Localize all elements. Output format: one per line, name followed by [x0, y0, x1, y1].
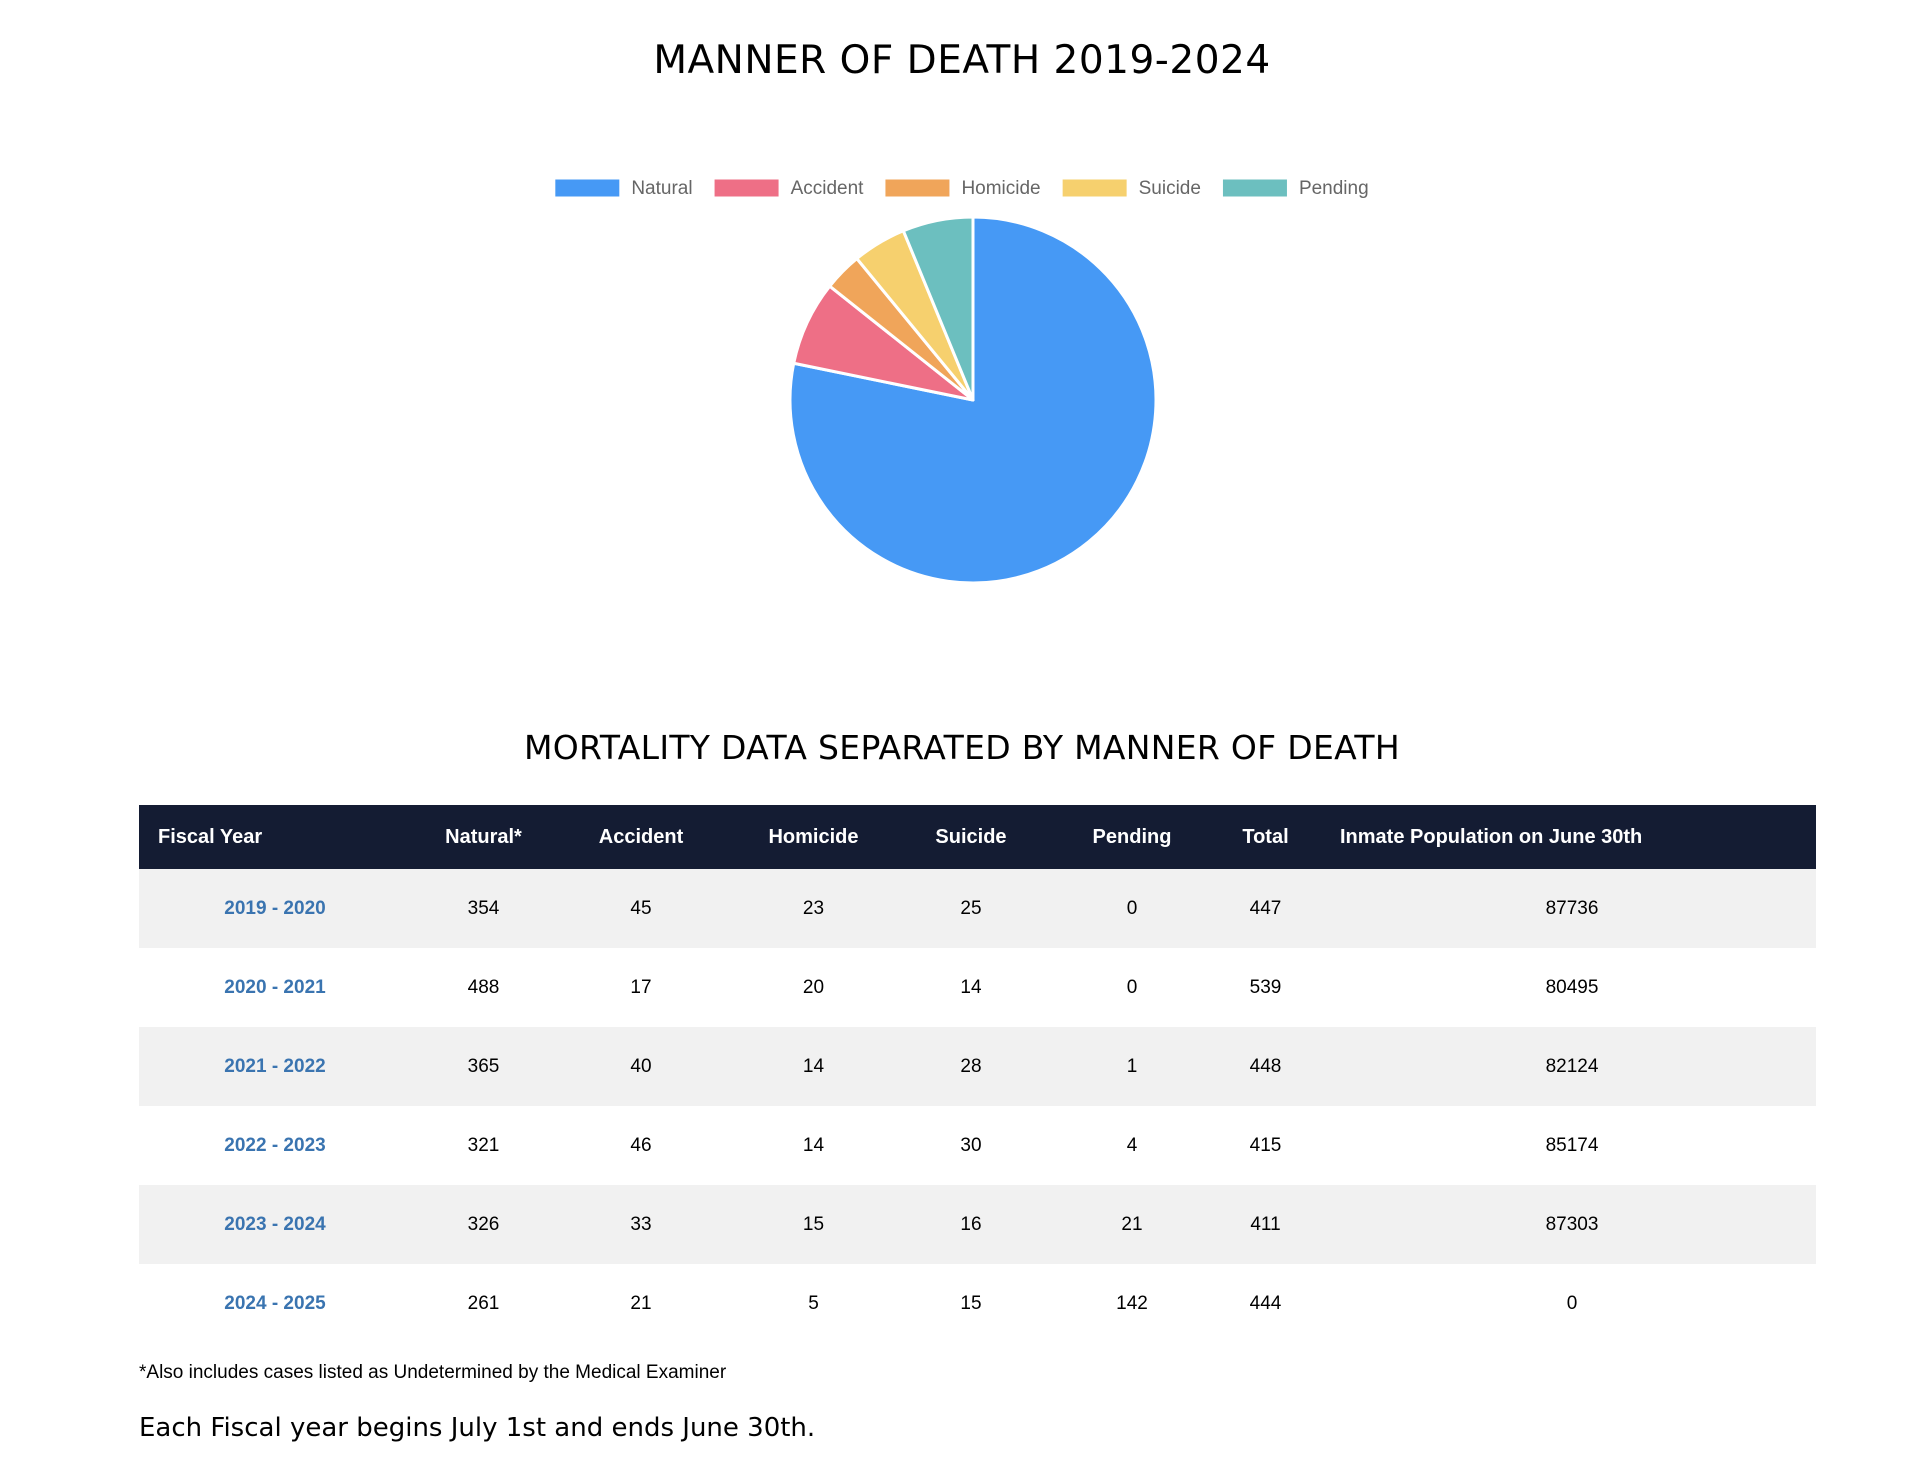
table-cell: 14: [802, 1134, 825, 1156]
pie-slice-pending[interactable]: [901, 215, 975, 402]
table-cell: 448: [1249, 1055, 1282, 1077]
fiscal-year-note: Each Fiscal year begins July 1st and end…: [139, 1413, 816, 1443]
legend-swatch-suicide: [1062, 179, 1127, 197]
pie-chart: Natural Accident Homicide Suicide Pending: [555, 178, 1369, 585]
table-cell: 539: [1249, 976, 1282, 998]
header-suicide: Suicide: [935, 825, 1007, 848]
chart-title: MANNER OF DEATH 2019-2024: [653, 38, 1271, 83]
table-cell: 40: [630, 1055, 652, 1077]
table-cell: 23: [802, 897, 825, 919]
legend-item-natural[interactable]: Natural: [555, 178, 693, 199]
table-cell: 0: [1126, 897, 1138, 919]
table-cell: 28: [960, 1055, 982, 1077]
table-cell: 14: [802, 1055, 825, 1077]
table-cell: 365: [467, 1055, 500, 1077]
table-header-row: Fiscal Year Natural* Accident Homicide S…: [139, 805, 1816, 869]
header-pending: Pending: [1092, 825, 1172, 848]
table-cell: 447: [1249, 897, 1282, 919]
table-row: 2023 - 2024 326 33 15 16 21 411 87303: [139, 1185, 1816, 1264]
legend-item-suicide[interactable]: Suicide: [1062, 178, 1201, 199]
table-cell: 45: [630, 897, 652, 919]
table-cell: 80495: [1545, 976, 1599, 998]
table-cell: 87303: [1545, 1213, 1599, 1235]
table-cell: 4: [1126, 1134, 1138, 1156]
table-cell: 33: [630, 1213, 652, 1235]
table-cell: 15: [802, 1213, 825, 1235]
mortality-table: Fiscal Year Natural* Accident Homicide S…: [139, 805, 1816, 1343]
table-cell: 17: [630, 976, 652, 998]
table-cell: 415: [1249, 1134, 1282, 1156]
table-cell: 0: [1566, 1292, 1578, 1314]
table-cell: 20: [802, 976, 825, 998]
table-row: 2019 - 2020 354 45 23 25 0 447 87736: [139, 869, 1816, 948]
table-cell: 5: [808, 1292, 819, 1314]
legend-item-homicide[interactable]: Homicide: [885, 178, 1041, 199]
table-row: 2022 - 2023 321 46 14 30 4 415 85174: [139, 1106, 1816, 1185]
header-accident: Accident: [598, 825, 684, 848]
table-cell: 1: [1126, 1055, 1138, 1077]
table-row: 2024 - 2025 261 21 5 15 142 444 0: [139, 1264, 1816, 1343]
legend-label-homicide: Homicide: [961, 178, 1040, 199]
table-cell: 142: [1116, 1292, 1148, 1314]
header-homicide: Homicide: [768, 825, 859, 848]
fiscal-year-cell: 2023 - 2024: [224, 1213, 326, 1235]
legend-label-suicide: Suicide: [1139, 178, 1201, 199]
table-cell: 354: [467, 897, 500, 919]
legend-swatch-pending: [1222, 179, 1287, 197]
table-cell: 21: [1121, 1213, 1143, 1235]
legend-label-accident: Accident: [791, 178, 865, 199]
fiscal-year-cell: 2021 - 2022: [224, 1055, 326, 1077]
header-inmate-population: Inmate Population on June 30th: [1340, 825, 1643, 848]
table-cell: 0: [1126, 976, 1138, 998]
table-cell: 411: [1250, 1213, 1281, 1235]
fiscal-year-cell: 2022 - 2023: [224, 1134, 326, 1156]
table-cell: 321: [467, 1134, 500, 1156]
table-cell: 85174: [1545, 1134, 1599, 1156]
legend-label-natural: Natural: [631, 178, 692, 199]
legend-item-pending[interactable]: Pending: [1222, 178, 1369, 199]
table-cell: 15: [960, 1292, 982, 1314]
table-cell: 30: [960, 1134, 982, 1156]
legend-swatch-homicide: [885, 179, 950, 197]
legend-label-pending: Pending: [1299, 178, 1369, 199]
header-total: Total: [1242, 825, 1289, 848]
table-cell: 16: [960, 1213, 982, 1235]
footnote: *Also includes cases listed as Undetermi…: [139, 1362, 727, 1383]
fiscal-year-cell: 2020 - 2021: [224, 976, 326, 998]
header-fiscal-year: Fiscal Year: [158, 825, 263, 848]
table-cell: 46: [630, 1134, 652, 1156]
table-row: 2020 - 2021 488 17 20 14 0 539 80495: [139, 948, 1816, 1027]
legend-item-accident[interactable]: Accident: [714, 178, 865, 199]
table-cell: 82124: [1545, 1055, 1599, 1077]
table-row: 2021 - 2022 365 40 14 28 1 448 82124: [139, 1027, 1816, 1106]
fiscal-year-cell: 2024 - 2025: [224, 1292, 326, 1314]
table-cell: 14: [960, 976, 982, 998]
fiscal-year-cell: 2019 - 2020: [224, 897, 326, 919]
table-cell: 444: [1249, 1292, 1282, 1314]
table-cell: 488: [467, 976, 500, 998]
header-natural: Natural*: [445, 825, 522, 848]
legend-swatch-accident: [714, 179, 779, 197]
table-cell: 25: [960, 897, 982, 919]
legend-swatch-natural: [555, 179, 620, 197]
table-cell: 87736: [1545, 897, 1599, 919]
table-cell: 261: [467, 1292, 500, 1314]
table-title: MORTALITY DATA SEPARATED BY MANNER OF DE…: [523, 728, 1400, 767]
table-cell: 326: [467, 1213, 500, 1235]
table-cell: 21: [630, 1292, 652, 1314]
